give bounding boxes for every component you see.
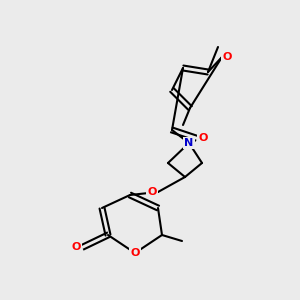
Text: O: O xyxy=(71,242,81,252)
Text: O: O xyxy=(147,187,157,197)
Text: O: O xyxy=(198,133,208,143)
Text: N: N xyxy=(184,138,194,148)
Text: O: O xyxy=(130,248,140,258)
Text: O: O xyxy=(222,52,232,62)
